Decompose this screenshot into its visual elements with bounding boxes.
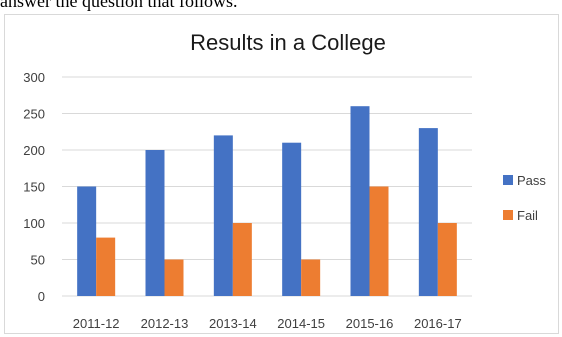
bar-pass-2015-16 [350,106,370,296]
bar-fail-2015-16 [369,186,389,296]
bars [77,106,457,296]
bar-pass-2014-15 [282,142,302,296]
bar-pass-2012-13 [145,150,165,296]
x-tick-label: 2016-17 [414,316,462,331]
legend: Pass Fail [503,173,546,223]
y-tick-label: 250 [23,107,45,122]
bar-pass-2013-14 [213,135,233,296]
y-tick-label: 50 [31,253,45,268]
x-tick-label: 2014-15 [277,316,325,331]
y-tick-label: 150 [23,180,45,195]
y-tick-label: 200 [23,143,45,158]
x-tick-label: 2015-16 [346,316,394,331]
legend-swatch-fail [503,210,513,220]
y-tick-label: 0 [38,289,45,304]
y-axis-ticks: 0 50 100 150 200 250 300 [23,70,45,304]
y-tick-label: 300 [23,70,45,85]
legend-label-pass: Pass [517,173,546,188]
x-tick-label: 2011-12 [73,316,120,331]
chart-title: Results in a College [190,30,386,55]
bar-fail-2011-12 [96,237,116,296]
x-tick-label: 2012-13 [141,316,189,331]
legend-label-fail: Fail [517,208,538,223]
bar-fail-2016-17 [437,223,457,296]
bar-pass-2016-17 [418,128,438,296]
bar-fail-2014-15 [301,259,321,296]
legend-swatch-pass [503,175,513,185]
x-tick-label: 2013-14 [209,316,257,331]
bar-fail-2012-13 [164,259,184,296]
x-axis-ticks: 2011-12 2012-13 2013-14 2014-15 2015-16 2016-… [73,316,462,331]
bar-fail-2013-14 [232,223,252,296]
question-context-text: answer the question that follows. [0,0,238,11]
bar-pass-2011-12 [77,186,97,296]
gridlines [62,76,472,297]
y-tick-label: 100 [23,216,45,231]
